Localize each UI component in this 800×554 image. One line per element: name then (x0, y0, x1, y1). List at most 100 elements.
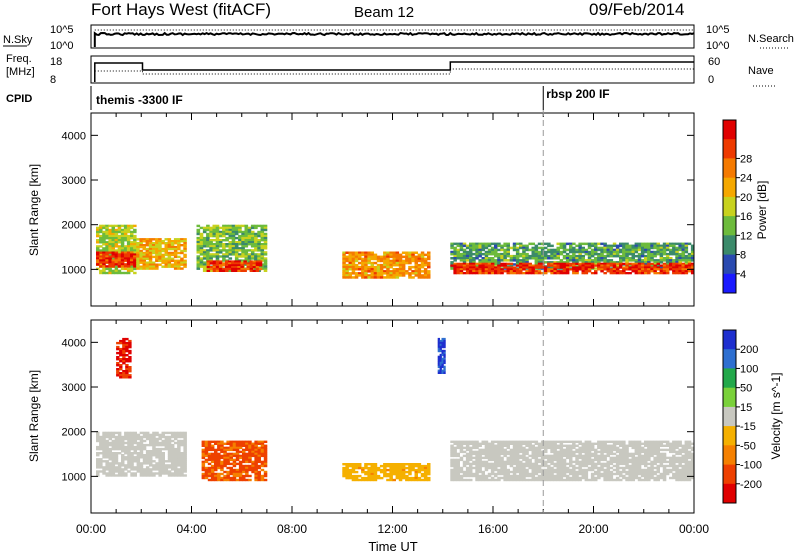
heatmap-cell (675, 264, 679, 267)
heatmap-cell (550, 270, 554, 273)
heatmap-cell (634, 444, 639, 447)
heatmap-cell (139, 462, 144, 465)
heatmap-cell (637, 458, 642, 462)
heatmap-cell (99, 445, 103, 449)
heatmap-cell (484, 446, 489, 450)
heatmap-cell (669, 268, 673, 271)
heatmap-cell (519, 259, 523, 262)
heatmap-cell (503, 264, 507, 267)
heatmap-cell (209, 239, 213, 242)
heatmap-cell (453, 472, 457, 476)
heatmap-cell (123, 255, 128, 258)
heatmap-cell (257, 452, 261, 456)
heatmap-cell (497, 259, 501, 262)
heatmap-cell (351, 270, 356, 273)
heatmap-cell (229, 468, 233, 472)
heatmap-cell (99, 245, 103, 248)
heatmap-cell (637, 264, 642, 267)
heatmap-cell (348, 274, 352, 277)
heatmap-cell (472, 456, 476, 460)
heatmap-cell (373, 270, 378, 273)
heatmap-cell (145, 433, 150, 437)
heatmap-cell (180, 468, 184, 471)
heatmap-cell (569, 254, 573, 258)
heatmap-cell (108, 466, 112, 469)
heatmap-cell (559, 476, 564, 480)
heatmap-cell (420, 472, 425, 476)
heatmap-cell (615, 470, 620, 474)
heatmap-cell (462, 272, 467, 275)
noise-right-tick-top: 10^5 (706, 24, 730, 36)
heatmap-cell (606, 250, 610, 254)
heatmap-cell (116, 345, 120, 349)
heatmap-cell (653, 450, 657, 454)
heatmap-cell (99, 253, 103, 256)
heatmap-cell (255, 260, 260, 263)
heatmap-cell (550, 244, 554, 248)
heatmap-cell (244, 249, 249, 252)
heatmap-cell (386, 263, 390, 267)
heatmap-cell (647, 246, 651, 250)
heatmap-cell (687, 259, 692, 262)
heatmap-cell (528, 460, 532, 464)
heatmap-cell (562, 248, 567, 252)
heatmap-cell (177, 468, 181, 471)
heatmap-cell (206, 249, 210, 252)
heatmap-cell (96, 251, 100, 254)
heatmap-cell (237, 260, 241, 263)
heatmap-cell (111, 431, 116, 435)
heatmap-cell (120, 237, 125, 240)
heatmap-cell (238, 249, 242, 252)
heatmap-cell (550, 446, 554, 450)
heatmap-cell (214, 474, 218, 478)
heatmap-cell (522, 262, 526, 265)
heatmap-cell (575, 466, 579, 470)
heatmap-cell (481, 248, 485, 252)
heatmap-cell (411, 255, 415, 259)
noise-panel-frame (90, 24, 695, 49)
heatmap-cell (515, 259, 520, 262)
heatmap-cell (345, 272, 349, 275)
heatmap-cell (263, 440, 268, 443)
heatmap-cell (631, 462, 635, 466)
heatmap-cell (108, 271, 112, 275)
heatmap-cell (177, 460, 181, 463)
heatmap-cell (500, 252, 504, 256)
heatmap-cell (450, 462, 454, 466)
heatmap-cell (161, 255, 165, 259)
heatmap-cell (512, 246, 517, 250)
heatmap-cell (130, 433, 134, 437)
heatmap-cell (114, 263, 119, 266)
heatmap-cell (462, 257, 467, 260)
heatmap-cell (678, 254, 682, 258)
heatmap-cell (423, 276, 428, 279)
heatmap-cell (251, 448, 255, 452)
heatmap-cell (161, 433, 165, 437)
heatmap-cell (544, 257, 548, 260)
heatmap-cell (105, 247, 109, 250)
heatmap-cell (342, 463, 346, 466)
heatmap-cell (420, 251, 425, 254)
heatmap-cell (183, 462, 187, 465)
heatmap-cell (358, 251, 362, 254)
heatmap-cell (354, 464, 359, 468)
heatmap-cell (254, 452, 258, 456)
heatmap-cell (465, 478, 470, 482)
heatmap-cell (525, 244, 529, 248)
heatmap-cell (116, 374, 120, 377)
heatmap-cell (223, 442, 227, 445)
heatmap-cell (354, 474, 359, 478)
heatmap-cell (204, 450, 209, 454)
heatmap-cell (183, 443, 187, 447)
heatmap-cell (484, 440, 489, 443)
heatmap-cell (102, 237, 106, 240)
heatmap-cell (260, 243, 265, 246)
heatmap-cell (572, 242, 576, 246)
heatmap-cell (158, 470, 162, 473)
heatmap-cell (361, 265, 365, 269)
heatmap-cell (581, 476, 585, 480)
heatmap-cell (405, 466, 409, 470)
heatmap-cell (257, 474, 261, 478)
heatmap-cell (569, 456, 573, 460)
heatmap-cell (245, 470, 249, 474)
